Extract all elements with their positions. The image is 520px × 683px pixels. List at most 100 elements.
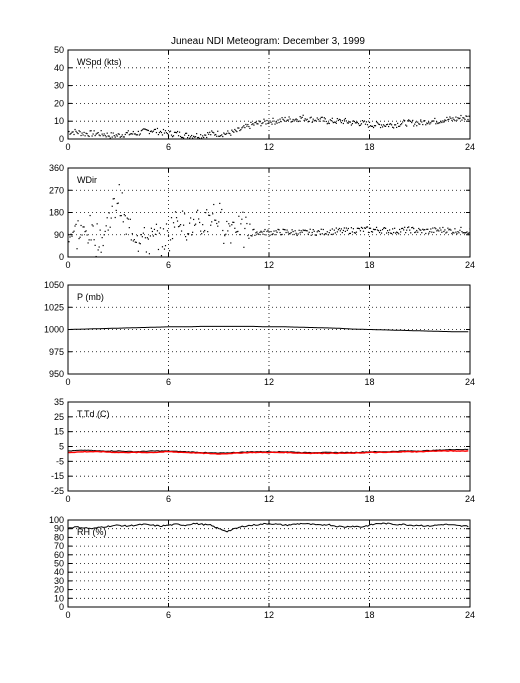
- wspd-point: [241, 127, 243, 129]
- wdir-point: [444, 229, 446, 231]
- wdir-point: [297, 233, 299, 235]
- wspd-point: [162, 128, 165, 131]
- wspd-point: [211, 130, 213, 132]
- wspd-point: [347, 122, 349, 124]
- wdir-point: [437, 229, 439, 231]
- wdir-point: [380, 232, 383, 234]
- y-tick-label: 50: [54, 559, 64, 569]
- wdir-point: [400, 231, 402, 233]
- wdir-point: [88, 239, 90, 241]
- wdir-point: [172, 222, 175, 224]
- wdir-point: [399, 228, 401, 231]
- y-tick-label: 10: [54, 116, 64, 126]
- wdir-point: [140, 234, 142, 236]
- wspd-point: [235, 130, 237, 132]
- wspd-point: [137, 130, 139, 133]
- wdir-point: [459, 229, 461, 231]
- wdir-point: [389, 229, 391, 231]
- wspd-point: [299, 116, 301, 118]
- wspd-point: [315, 120, 317, 122]
- wdir-point: [180, 230, 183, 232]
- wspd-point: [270, 121, 272, 123]
- wdir-point: [103, 234, 105, 236]
- wspd-point: [361, 120, 364, 122]
- wspd-point: [237, 127, 239, 129]
- wspd-point: [329, 119, 331, 121]
- wspd-point: [80, 134, 82, 137]
- wdir-point: [318, 230, 320, 233]
- wspd-point: [289, 118, 291, 120]
- wspd-point: [168, 131, 171, 133]
- wspd-point: [340, 121, 342, 124]
- wspd-point: [126, 132, 128, 134]
- wdir-point: [268, 231, 270, 233]
- wdir-point: [266, 230, 268, 233]
- wdir-point: [74, 225, 76, 227]
- wspd-point: [320, 116, 322, 119]
- wdir-point: [397, 232, 399, 234]
- wspd-point: [132, 130, 134, 133]
- wdir-point: [468, 232, 470, 234]
- wspd-point: [338, 118, 340, 120]
- wspd-point: [260, 125, 262, 127]
- wdir-point: [382, 227, 385, 229]
- wdir-point: [286, 229, 288, 231]
- wspd-point: [115, 134, 117, 136]
- wdir-point: [434, 227, 436, 229]
- wspd-point: [248, 125, 250, 128]
- wspd-point: [209, 131, 211, 133]
- wspd-point: [415, 121, 417, 123]
- x-tick-label: 18: [364, 494, 374, 504]
- wdir-point: [195, 223, 197, 225]
- wspd-point: [308, 120, 310, 122]
- wdir-point: [371, 231, 374, 233]
- wdir-point: [125, 233, 127, 235]
- wspd-point: [429, 123, 431, 125]
- wspd-point: [458, 118, 460, 120]
- wdir-point: [332, 233, 334, 235]
- wspd-point: [352, 120, 355, 122]
- wdir-point: [347, 227, 349, 230]
- wdir-point: [377, 230, 380, 232]
- wspd-point: [188, 134, 190, 137]
- x-tick-label: 24: [465, 610, 475, 620]
- wdir-point: [420, 229, 422, 231]
- wdir-point: [209, 214, 211, 217]
- wdir-point: [254, 234, 256, 236]
- panel-wdir: 0 6 12 18 24 0 90 180 270 360 WDir: [49, 163, 475, 270]
- wdir-point: [76, 248, 78, 250]
- wdir-point: [160, 255, 163, 257]
- wdir-point: [385, 232, 388, 234]
- wspd-point: [417, 121, 419, 123]
- wspd-point: [460, 114, 462, 117]
- wdir-point: [413, 227, 415, 230]
- wspd-point: [386, 123, 389, 125]
- wdir-point: [83, 226, 85, 228]
- wspd-point: [330, 120, 332, 122]
- wdir-point: [427, 228, 429, 230]
- wspd-point: [325, 120, 327, 123]
- wspd-point: [343, 119, 345, 121]
- y-tick-label: 70: [54, 541, 64, 551]
- wdir-point: [390, 232, 392, 234]
- wspd-point: [279, 118, 281, 120]
- wspd-point: [208, 133, 210, 135]
- wspd-point: [461, 119, 463, 121]
- wspd-point: [323, 117, 325, 119]
- wspd-point: [450, 117, 452, 119]
- wdir-point: [288, 233, 290, 235]
- wdir-point: [184, 235, 187, 238]
- wspd-point: [442, 120, 444, 122]
- wspd-point: [384, 125, 387, 127]
- wdir-point: [339, 230, 341, 232]
- wdir-point: [176, 220, 179, 222]
- wdir-point: [386, 230, 389, 232]
- wdir-point: [352, 228, 355, 230]
- wspd-point: [171, 136, 174, 138]
- wdir-point: [363, 227, 366, 229]
- wdir-point: [222, 229, 224, 232]
- wdir-point: [214, 219, 216, 221]
- wdir-point: [463, 232, 465, 234]
- wspd-point: [296, 119, 298, 121]
- wdir-point: [314, 234, 316, 236]
